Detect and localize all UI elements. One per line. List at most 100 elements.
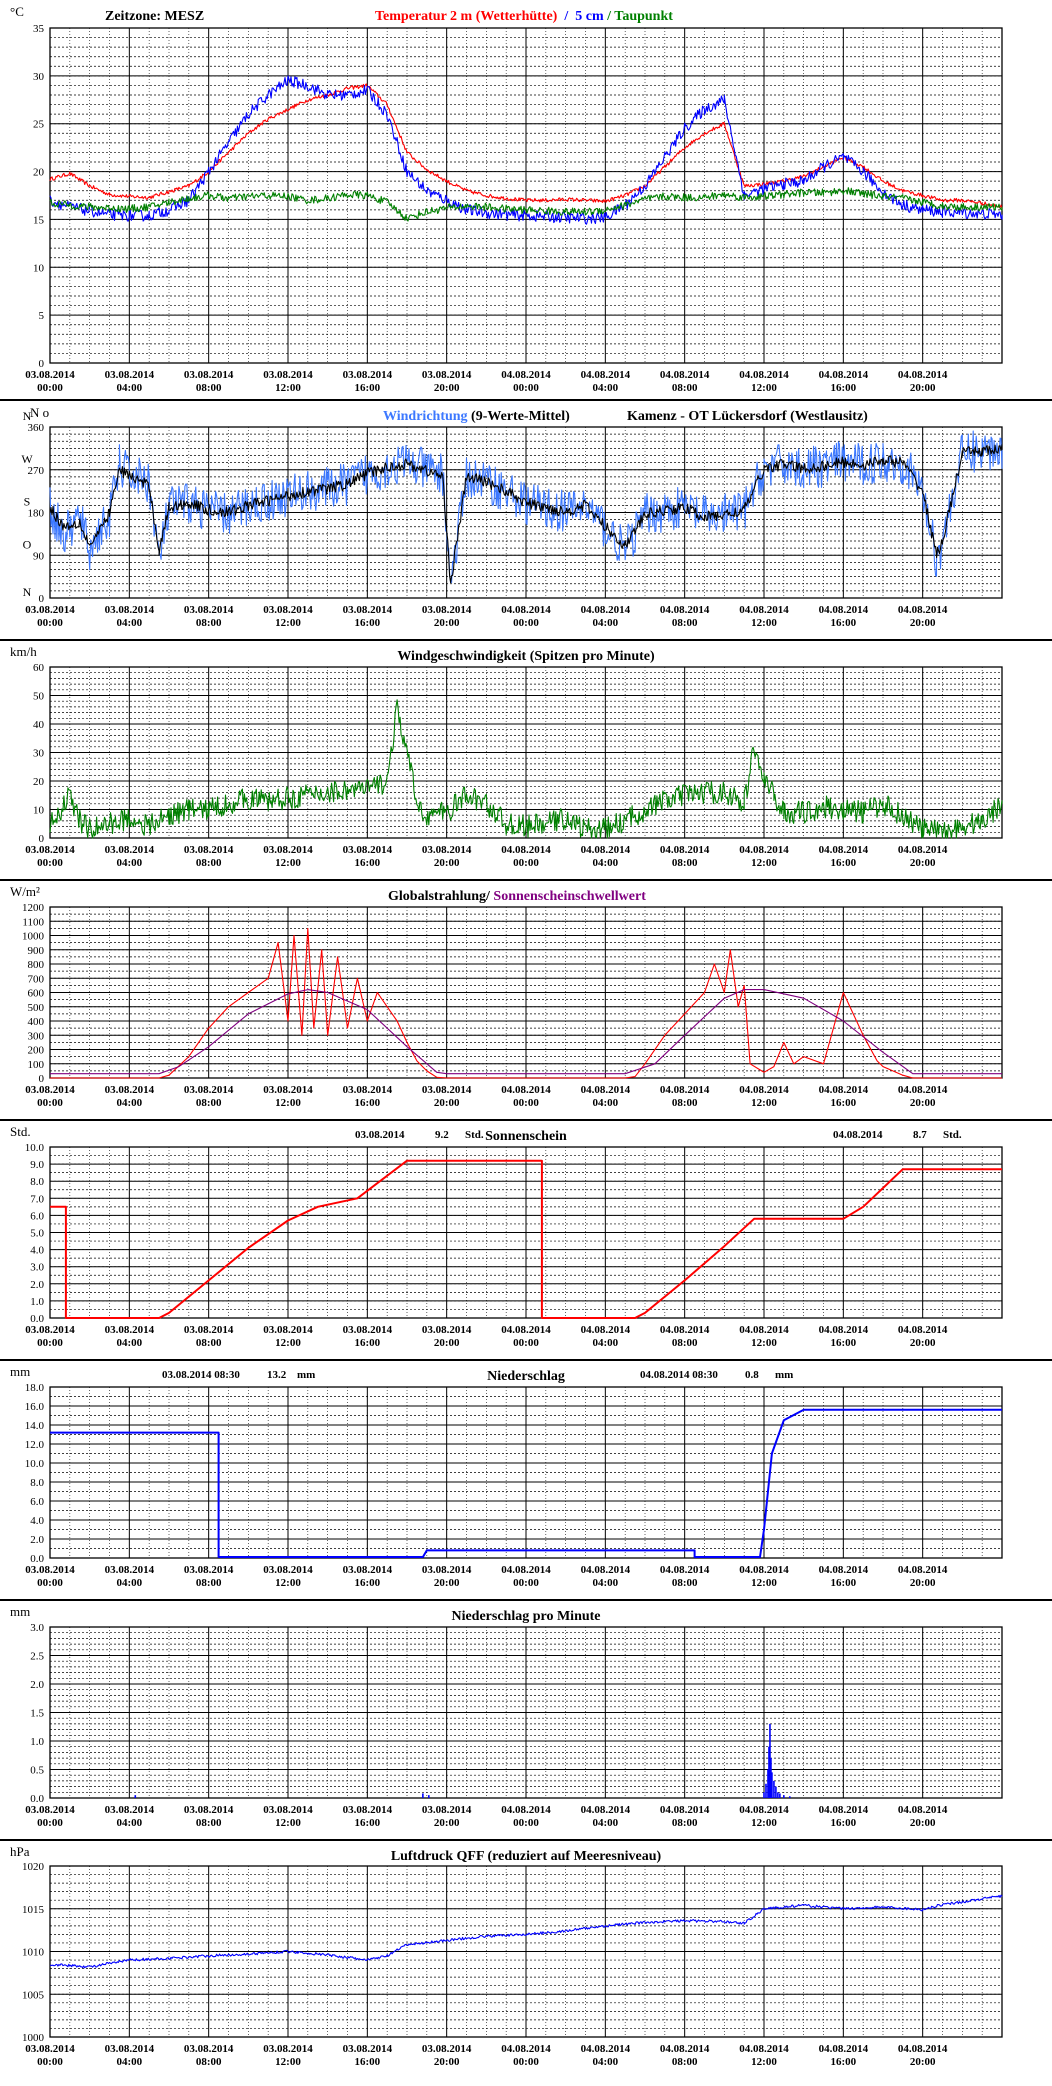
y-tick-label: 180 [28, 508, 45, 520]
x-tick-time: 04:00 [116, 1577, 142, 1589]
y-tick-label: 14.0 [25, 1420, 45, 1432]
y-tick-label: 7.0 [30, 1193, 44, 1205]
title-part: Sonnenscheinschwellwert [493, 889, 646, 904]
x-tick-date: 04.08.2014 [819, 1084, 869, 1096]
x-tick-time: 08:00 [196, 1337, 222, 1349]
y-tick-label: 10 [33, 805, 45, 817]
x-tick-time: 20:00 [434, 1817, 460, 1829]
x-tick-time: 00:00 [513, 382, 539, 394]
x-tick-time: 08:00 [196, 857, 222, 869]
y-tick-label: 8.0 [30, 1176, 44, 1188]
y-tick-label: 1.0 [30, 1736, 44, 1748]
x-tick-time: 20:00 [910, 2056, 936, 2068]
unit-label: °C [10, 4, 24, 19]
x-tick-time: 12:00 [275, 1577, 301, 1589]
y-tick-label: 25 [33, 119, 45, 131]
y-tick-label: 16.0 [25, 1401, 45, 1413]
x-tick-date: 03.08.2014 [422, 1324, 472, 1336]
day-summary-date: 04.08.2014 08:30 [640, 1369, 718, 1381]
y-tick-label: 0 [39, 1073, 45, 1085]
title-part: (9-Werte-Mittel) [468, 409, 571, 424]
x-tick-date: 04.08.2014 [819, 2043, 869, 2055]
x-tick-time: 16:00 [354, 2056, 380, 2068]
x-tick-date: 04.08.2014 [581, 844, 631, 856]
x-tick-date: 03.08.2014 [25, 604, 75, 616]
x-tick-date: 03.08.2014 [343, 604, 393, 616]
y-tick-label: 360 [28, 422, 45, 434]
x-tick-date: 04.08.2014 [819, 369, 869, 381]
x-tick-time: 16:00 [354, 382, 380, 394]
x-tick-date: 03.08.2014 [184, 1084, 234, 1096]
y-tick-label: 3.0 [30, 1622, 44, 1634]
day-summary-value: 9.2 [435, 1129, 449, 1141]
x-tick-time: 00:00 [37, 1577, 63, 1589]
title-part: 5 cm [575, 9, 604, 24]
compass-label: O [23, 537, 32, 551]
x-tick-date: 04.08.2014 [898, 1564, 948, 1576]
y-tick-label: 4.0 [30, 1245, 44, 1257]
day-summary-date: 03.08.2014 [355, 1129, 405, 1141]
x-tick-date: 03.08.2014 [263, 369, 313, 381]
x-tick-date: 03.08.2014 [184, 844, 234, 856]
x-tick-date: 04.08.2014 [660, 1324, 710, 1336]
x-tick-time: 04:00 [592, 1097, 618, 1109]
chart-title: Niederschlag pro Minute [451, 1609, 600, 1624]
day-summary-date: 04.08.2014 [833, 1129, 883, 1141]
x-tick-time: 12:00 [751, 2056, 777, 2068]
y-tick-label: 1100 [22, 916, 44, 928]
y-tick-label: 10.0 [25, 1458, 45, 1470]
x-tick-date: 04.08.2014 [660, 604, 710, 616]
x-tick-time: 12:00 [751, 1577, 777, 1589]
x-tick-time: 16:00 [830, 2056, 856, 2068]
precip-minute-bar [763, 1792, 765, 1798]
x-tick-date: 04.08.2014 [501, 604, 551, 616]
x-tick-time: 20:00 [910, 1577, 936, 1589]
x-tick-date: 04.08.2014 [898, 1084, 948, 1096]
x-tick-time: 20:00 [910, 1097, 936, 1109]
x-tick-date: 03.08.2014 [343, 1084, 393, 1096]
precip-minute-bar [773, 1780, 775, 1798]
x-tick-time: 12:00 [751, 1097, 777, 1109]
x-tick-time: 04:00 [116, 617, 142, 629]
x-tick-date: 04.08.2014 [739, 1084, 789, 1096]
series-line-sunshine-0 [50, 1159, 1002, 1319]
x-tick-date: 03.08.2014 [343, 844, 393, 856]
x-tick-date: 03.08.2014 [105, 369, 155, 381]
x-tick-time: 00:00 [37, 1817, 63, 1829]
x-tick-date: 03.08.2014 [422, 844, 472, 856]
x-tick-date: 03.08.2014 [422, 1084, 472, 1096]
x-tick-date: 03.08.2014 [343, 369, 393, 381]
x-tick-time: 20:00 [910, 382, 936, 394]
y-tick-label: 4.0 [30, 1515, 44, 1527]
x-tick-date: 03.08.2014 [105, 2043, 155, 2055]
x-tick-date: 04.08.2014 [501, 369, 551, 381]
y-tick-label: 2.0 [30, 1279, 44, 1291]
x-tick-time: 20:00 [434, 1337, 460, 1349]
x-tick-date: 03.08.2014 [343, 1324, 393, 1336]
y-tick-label: 2.0 [30, 1679, 44, 1691]
series-line-pressure-0 [49, 1894, 1003, 1969]
x-tick-time: 04:00 [592, 382, 618, 394]
x-tick-date: 03.08.2014 [25, 844, 75, 856]
x-tick-date: 04.08.2014 [581, 2043, 631, 2055]
x-tick-date: 04.08.2014 [501, 1324, 551, 1336]
x-tick-date: 04.08.2014 [501, 844, 551, 856]
series-line-solar-1 [50, 989, 1002, 1075]
y-tick-label: 800 [28, 959, 45, 971]
y-tick-label: 0 [39, 833, 45, 845]
x-tick-time: 20:00 [434, 857, 460, 869]
y-tick-label: 10 [33, 262, 45, 274]
precip-minute-bar [134, 1795, 137, 1798]
x-tick-date: 03.08.2014 [422, 1804, 472, 1816]
x-tick-time: 16:00 [354, 1337, 380, 1349]
compass-label: W [21, 452, 33, 466]
x-tick-date: 03.08.2014 [184, 1564, 234, 1576]
x-tick-time: 12:00 [275, 1817, 301, 1829]
x-tick-date: 04.08.2014 [898, 1804, 948, 1816]
x-tick-date: 03.08.2014 [184, 1324, 234, 1336]
panel-windspeed: 0102030405060km/h03.08.201400:0003.08.20… [0, 639, 1052, 869]
series-line-winddir-0 [49, 430, 1003, 584]
x-tick-date: 03.08.2014 [263, 1804, 313, 1816]
day-summary-unit: mm [297, 1369, 315, 1381]
